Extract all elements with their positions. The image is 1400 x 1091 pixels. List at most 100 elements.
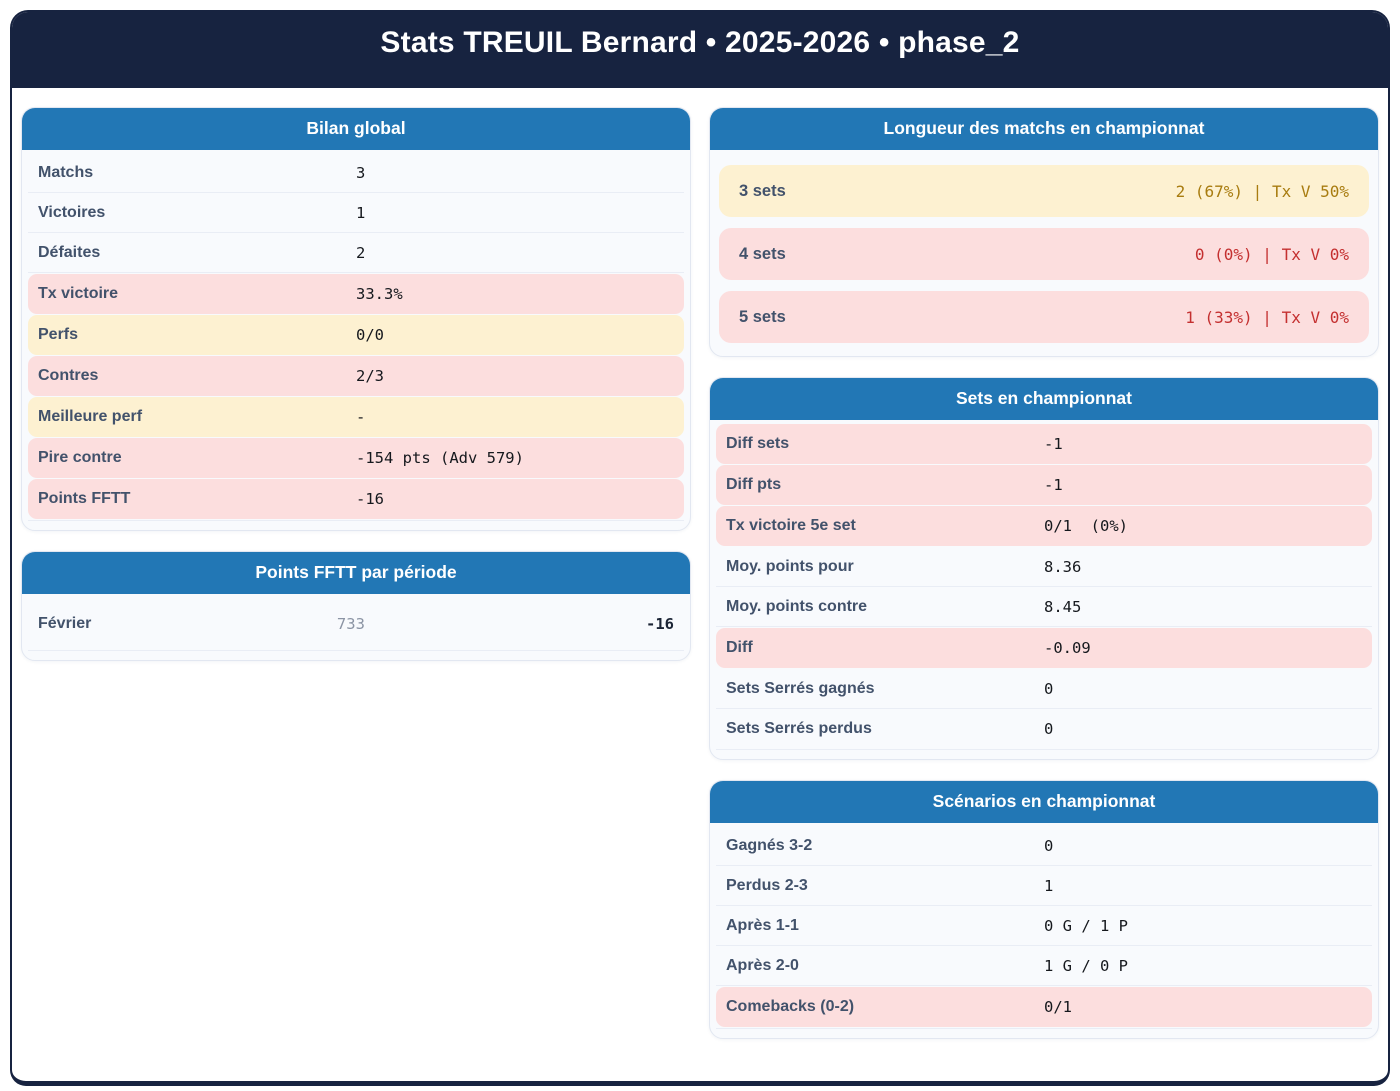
card-scenarios-championnat-title: Scénarios en championnat [710,781,1378,823]
stat-row: Gagnés 3-2 0 [716,826,1372,866]
match-length-value: 2 (67%) | Tx V 50% [1175,181,1349,201]
stat-label: Sets Serrés gagnés [726,679,875,697]
period-label: Février [38,614,92,632]
stat-label: Points FFTT [38,490,131,507]
stat-label: Matchs [38,163,94,181]
stat-label: Après 1-1 [726,916,799,934]
stat-value: 0 [1044,679,1054,698]
stat-label: Diff [726,639,753,656]
stat-label: Meilleure perf [38,408,143,425]
stat-value: - [356,408,366,426]
stat-label: Perdus 2-3 [726,876,808,894]
stat-label: Diff sets [726,435,790,452]
stat-row: Diff sets -1 [716,424,1372,464]
stat-label: Gagnés 3-2 [726,836,813,854]
card-scenarios-championnat: Scénarios en championnat Gagnés 3-2 0 Pe… [709,780,1379,1039]
stat-value: 8.36 [1044,557,1082,576]
stat-label: Sets Serrés perdus [726,720,872,737]
stat-label: Comebacks (0-2) [726,998,855,1015]
match-length-label: 5 sets [739,307,786,326]
stat-label: Tx victoire [38,285,119,302]
stat-value: 0 G / 1 P [1044,916,1128,935]
stat-row: Perfs 0/0 [28,315,684,355]
card-sets-championnat-body: Diff sets -1 Diff pts -1 Tx victoire 5e … [710,420,1378,759]
match-length-row: 3 sets 2 (67%) | Tx V 50% [719,165,1369,217]
stats-page: Stats TREUIL Bernard • 2025-2026 • phase… [10,10,1390,1086]
stat-row: Après 1-1 0 G / 1 P [716,906,1372,946]
period-base-points: 733 [336,614,365,633]
card-longueur-matchs: Longueur des matchs en championnat 3 set… [709,107,1379,357]
stat-value: -1 [1044,435,1063,453]
card-sets-championnat: Sets en championnat Diff sets -1 Diff pt… [709,377,1379,760]
match-length-label: 3 sets [739,181,786,200]
stat-row: Diff pts -1 [716,465,1372,505]
stat-value: 2/3 [356,367,384,385]
period-delta-points: -16 [646,614,674,633]
card-bilan-global-title: Bilan global [22,108,690,150]
stat-row: Sets Serrés gagnés 0 [716,669,1372,709]
stat-row: Diff -0.09 [716,628,1372,668]
stat-row: Après 2-0 1 G / 0 P [716,946,1372,986]
stat-value: 1 G / 0 P [1044,956,1128,975]
right-column: Longueur des matchs en championnat 3 set… [709,107,1379,1039]
stat-label: Pire contre [38,449,122,466]
card-points-fftt-periode-title: Points FFTT par période [22,552,690,594]
stat-label: Défaites [38,243,101,261]
stat-value: 0/0 [356,326,384,344]
stat-row: Tx victoire 5e set 0/1 (0%) [716,506,1372,546]
stat-value: 33.3% [356,285,403,303]
stat-value: 0/1 (0%) [1044,517,1128,535]
stat-row: Victoires 1 [28,193,684,233]
stat-label: Contres [38,367,99,384]
stat-row: Points FFTT -16 [28,479,684,519]
stat-label: Après 2-0 [726,956,799,974]
period-row: Février 733 -16 [28,597,684,650]
stat-label: Perfs [38,326,79,343]
stat-value: -0.09 [1044,639,1091,657]
match-length-row: 4 sets 0 (0%) | Tx V 0% [719,228,1369,280]
stat-row: Moy. points contre 8.45 [716,587,1372,627]
stat-label: Moy. points pour [726,557,854,575]
stat-row: Sets Serrés perdus 0 [716,709,1372,749]
stat-value: 1 [356,203,366,222]
left-column: Bilan global Matchs 3 Victoires 1 Défait… [21,107,691,661]
stat-label: Victoires [38,203,106,221]
stat-row: Contres 2/3 [28,356,684,396]
stat-row: Meilleure perf - [28,397,684,437]
stat-value: 0 [1044,836,1054,855]
card-bilan-global: Bilan global Matchs 3 Victoires 1 Défait… [21,107,691,531]
match-length-value: 0 (0%) | Tx V 0% [1194,244,1349,264]
card-bilan-global-body: Matchs 3 Victoires 1 Défaites 2 Tx victo… [22,150,690,530]
stat-row: Tx victoire 33.3% [28,274,684,314]
stat-label: Tx victoire 5e set [726,517,856,534]
stat-value: 2 [356,243,366,262]
stat-value: 0/1 [1044,998,1072,1016]
stat-value: 0 [1044,720,1054,738]
app-header: Stats TREUIL Bernard • 2025-2026 • phase… [12,12,1388,88]
stat-value: -16 [356,490,384,508]
stat-row: Perdus 2-3 1 [716,866,1372,906]
stat-label: Diff pts [726,476,782,493]
match-length-value: 1 (33%) | Tx V 0% [1185,307,1349,327]
stat-row: Pire contre -154 pts (Adv 579) [28,438,684,478]
card-longueur-matchs-body: 3 sets 2 (67%) | Tx V 50% 4 sets 0 (0%) … [710,150,1378,356]
stat-row: Moy. points pour 8.36 [716,547,1372,587]
stat-row: Défaites 2 [28,233,684,273]
card-scenarios-championnat-body: Gagnés 3-2 0 Perdus 2-3 1 Après 1-1 0 G … [710,823,1378,1038]
stat-value: 8.45 [1044,597,1082,616]
card-longueur-matchs-title: Longueur des matchs en championnat [710,108,1378,150]
page-title: Stats TREUIL Bernard • 2025-2026 • phase… [380,26,1020,59]
content-grid: Bilan global Matchs 3 Victoires 1 Défait… [12,88,1388,1039]
stat-row: Matchs 3 [28,153,684,193]
stat-value: 1 [1044,876,1054,895]
card-points-fftt-periode-body: Février 733 -16 [22,594,690,660]
stat-value: -1 [1044,476,1063,494]
match-length-row: 5 sets 1 (33%) | Tx V 0% [719,291,1369,343]
stat-value: 3 [356,163,366,182]
card-sets-championnat-title: Sets en championnat [710,378,1378,420]
stat-label: Moy. points contre [726,597,868,615]
card-points-fftt-periode: Points FFTT par période Février 733 -16 [21,551,691,661]
stat-row: Comebacks (0-2) 0/1 [716,987,1372,1027]
match-length-label: 4 sets [739,244,786,263]
stat-value: -154 pts (Adv 579) [356,449,524,467]
